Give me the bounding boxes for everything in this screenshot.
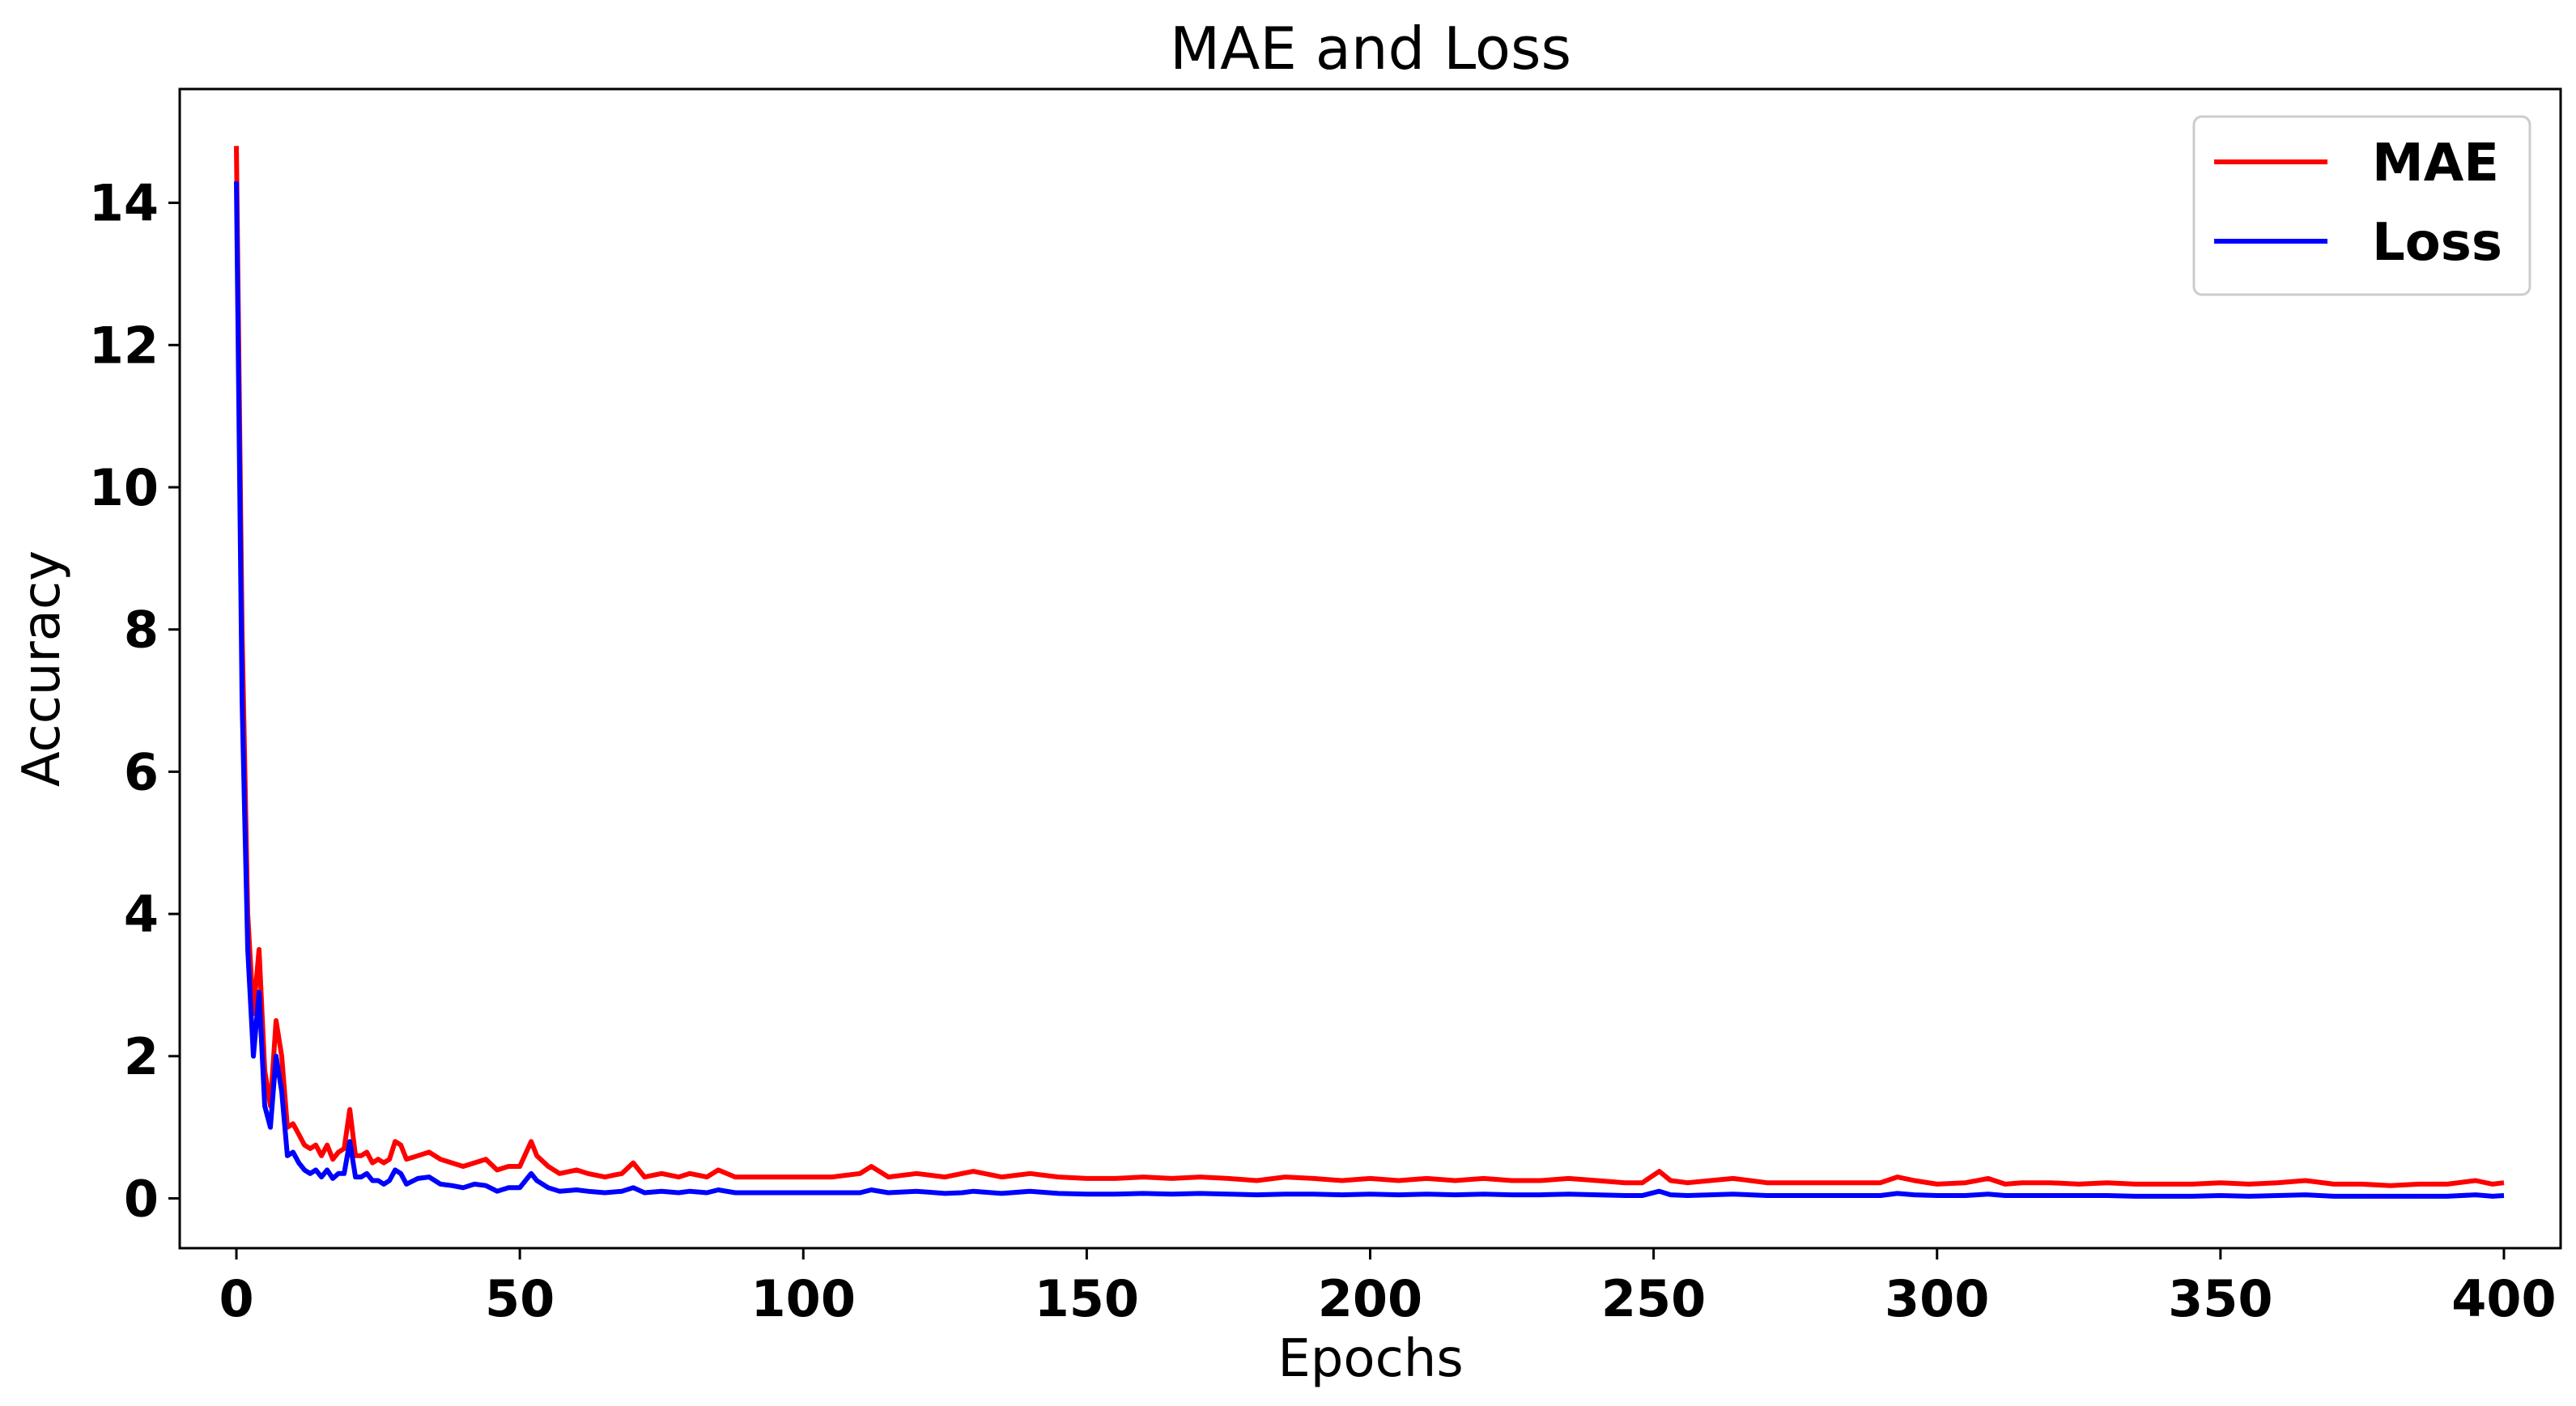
y-tick-label: 4	[124, 885, 159, 944]
legend: MAE Loss	[2192, 115, 2531, 296]
series-line-loss	[234, 181, 2505, 1199]
y-tick-label: 0	[124, 1170, 159, 1229]
y-axis-ticks: 0 2 4 6 8 10 12 14	[89, 174, 180, 1229]
y-axis-label: Accuracy	[12, 550, 72, 787]
x-tick-label: 200	[1318, 1269, 1422, 1328]
series-lines	[234, 146, 2505, 1199]
y-tick-label: 8	[124, 601, 159, 660]
x-tick-label: 400	[2451, 1269, 2556, 1328]
series-line-mae	[234, 146, 2505, 1188]
x-tick-label: 50	[485, 1269, 555, 1328]
x-tick-label: 0	[219, 1269, 253, 1328]
x-tick-label: 300	[1885, 1269, 1989, 1328]
x-axis-ticks: 0 50 100 150 200 250 300 350 400	[219, 1248, 2557, 1328]
y-tick-label: 2	[124, 1027, 159, 1086]
y-tick-label: 6	[124, 742, 159, 801]
y-tick-label: 10	[89, 458, 159, 517]
y-tick-label: 14	[89, 174, 159, 233]
x-tick-label: 350	[2168, 1269, 2272, 1328]
chart-title: MAE and Loss	[1170, 15, 1571, 83]
legend-label-mae: MAE	[2372, 134, 2499, 193]
x-tick-label: 250	[1601, 1269, 1706, 1328]
legend-label-loss: Loss	[2372, 213, 2502, 273]
x-axis-label: Epochs	[1277, 1329, 1463, 1389]
x-tick-label: 100	[751, 1269, 856, 1328]
y-tick-label: 12	[89, 316, 159, 375]
x-tick-label: 150	[1035, 1269, 1139, 1328]
